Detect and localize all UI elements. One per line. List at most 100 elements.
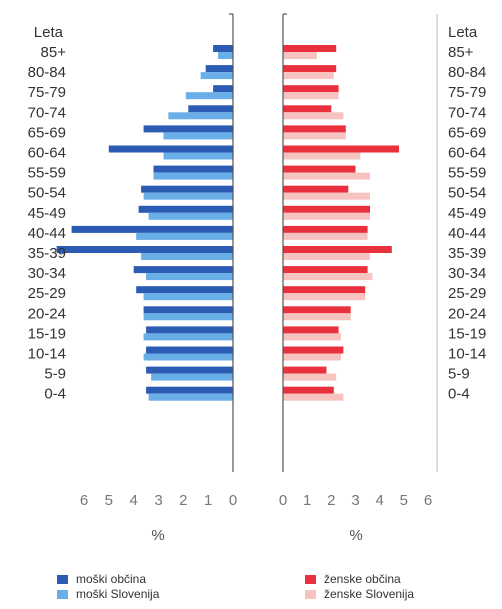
bar-zenske-obcina-30-34 (283, 266, 368, 274)
bar-zenske-slovenija-25-29 (283, 293, 366, 301)
age-label-right-10-14: 10-14 (448, 346, 486, 363)
age-label-left-40-44: 40-44 (28, 225, 66, 242)
bar-moski-slovenija-5-9 (151, 373, 233, 381)
female-tick-5: 5 (400, 492, 408, 509)
bar-moski-obcina-55-59 (153, 165, 233, 173)
bar-moski-slovenija-35-39 (141, 253, 233, 260)
bar-moski-slovenija-50-54 (143, 192, 233, 200)
bar-zenske-obcina-45-49 (283, 205, 370, 213)
bar-moski-slovenija-0-4 (148, 393, 233, 401)
female-tick-6: 6 (424, 492, 432, 509)
age-label-left-20-24: 20-24 (28, 305, 66, 322)
bar-zenske-obcina-0-4 (283, 386, 334, 394)
bar-moski-slovenija-10-14 (143, 353, 233, 361)
age-label-left-0-4: 0-4 (44, 386, 66, 403)
bar-zenske-obcina-5-9 (283, 366, 327, 374)
bar-zenske-obcina-75-79 (283, 85, 339, 93)
bar-moski-obcina-20-24 (143, 306, 233, 314)
age-label-left-30-34: 30-34 (28, 265, 66, 282)
age-label-right-60-64: 60-64 (448, 145, 486, 162)
bar-moski-obcina-0-4 (146, 386, 233, 394)
bar-zenske-slovenija-40-44 (283, 232, 368, 240)
male-tick-4: 4 (130, 492, 138, 509)
age-label-right-30-34: 30-34 (448, 265, 486, 282)
bar-zenske-slovenija-5-9 (283, 373, 337, 381)
female-bars-group (283, 45, 399, 401)
age-label-right-0-4: 0-4 (448, 386, 470, 403)
bar-moski-slovenija-65-69 (163, 132, 233, 140)
age-label-right-25-29: 25-29 (448, 285, 486, 302)
bar-moski-obcina-75-79 (213, 85, 233, 93)
bar-zenske-slovenija-65-69 (283, 132, 346, 140)
legend-label: moški občina (76, 572, 147, 586)
bar-moski-slovenija-85- (218, 52, 233, 59)
bar-moski-obcina-35-39 (56, 246, 234, 253)
bar-moski-obcina-15-19 (146, 326, 233, 334)
bar-zenske-obcina-15-19 (283, 326, 339, 334)
age-label-right-80-84: 80-84 (448, 64, 486, 81)
bar-moski-slovenija-80-84 (200, 72, 233, 80)
bar-zenske-obcina-85- (283, 45, 337, 52)
age-label-left-5-9: 5-9 (44, 366, 66, 383)
age-label-left-80-84: 80-84 (28, 64, 66, 81)
legend-male: moški občina moški Slovenija (57, 572, 159, 602)
legend-item-moski-obcina: moški občina (57, 572, 159, 587)
bar-moski-slovenija-45-49 (148, 212, 233, 220)
bar-zenske-slovenija-85- (283, 52, 317, 59)
bar-moski-slovenija-15-19 (143, 333, 233, 341)
age-label-right-65-69: 65-69 (448, 124, 486, 141)
bar-moski-obcina-65-69 (143, 125, 233, 133)
age-labels-right: Leta 85+ 80-84 75-79 70-74 65-69 60-64 55-59 50… (448, 24, 486, 403)
female-tick-3: 3 (351, 492, 359, 509)
male-tick-0: 0 (229, 492, 237, 509)
legend-label: ženske Slovenija (324, 587, 415, 601)
bar-zenske-slovenija-80-84 (283, 72, 334, 80)
age-label-left-70-74: 70-74 (28, 104, 66, 121)
female-tick-2: 2 (327, 492, 335, 509)
bar-zenske-obcina-80-84 (283, 65, 337, 73)
age-label-right-15-19: 15-19 (448, 325, 486, 342)
bar-moski-obcina-5-9 (146, 366, 233, 374)
bar-zenske-obcina-65-69 (283, 125, 346, 133)
female-tick-4: 4 (376, 492, 384, 509)
legend-item-zenske-obcina: ženske občina (305, 572, 414, 587)
age-label-left-75-79: 75-79 (28, 84, 66, 101)
legend-label: ženske občina (324, 572, 401, 586)
bar-zenske-slovenija-55-59 (283, 172, 370, 180)
male-tick-5: 5 (105, 492, 113, 509)
legend-swatch-moski-slovenija (57, 590, 68, 599)
age-label-left-15-19: 15-19 (28, 325, 66, 342)
age-label-left-55-59: 55-59 (28, 165, 66, 182)
bar-moski-slovenija-30-34 (146, 273, 233, 281)
bar-zenske-slovenija-75-79 (283, 92, 339, 100)
bar-moski-obcina-10-14 (146, 346, 233, 354)
bar-moski-obcina-30-34 (133, 266, 233, 274)
female-tick-0: 0 (279, 492, 287, 509)
age-label-right-45-49: 45-49 (448, 205, 486, 222)
bar-moski-slovenija-25-29 (143, 293, 233, 301)
bar-moski-obcina-85- (213, 45, 233, 52)
bar-moski-obcina-45-49 (138, 205, 233, 213)
female-unit-label: % (349, 527, 362, 544)
bar-zenske-slovenija-0-4 (283, 393, 344, 401)
age-label-right-40-44: 40-44 (448, 225, 486, 242)
age-label-right-85-: 85+ (448, 44, 474, 61)
bar-zenske-obcina-40-44 (283, 225, 368, 233)
age-label-right-75-79: 75-79 (448, 84, 486, 101)
legend-item-zenske-slovenija: ženske Slovenija (305, 587, 414, 602)
bar-zenske-obcina-20-24 (283, 306, 351, 314)
bar-moski-slovenija-75-79 (185, 92, 233, 100)
age-label-right-35-39: 35-39 (448, 245, 486, 262)
bar-moski-obcina-25-29 (136, 286, 233, 294)
age-label-right-5-9: 5-9 (448, 366, 470, 383)
age-label-left-65-69: 65-69 (28, 124, 66, 141)
bar-zenske-obcina-10-14 (283, 346, 344, 354)
male-tick-3: 3 (154, 492, 162, 509)
age-label-left-50-54: 50-54 (28, 185, 66, 202)
population-pyramid-chart: Leta 85+80-8475-7970-7465-6960-6455-5950… (28, 13, 486, 544)
bar-moski-obcina-50-54 (141, 185, 233, 193)
bar-zenske-slovenija-45-49 (283, 212, 370, 220)
bar-zenske-slovenija-60-64 (283, 152, 361, 160)
female-tick-1: 1 (303, 492, 311, 509)
